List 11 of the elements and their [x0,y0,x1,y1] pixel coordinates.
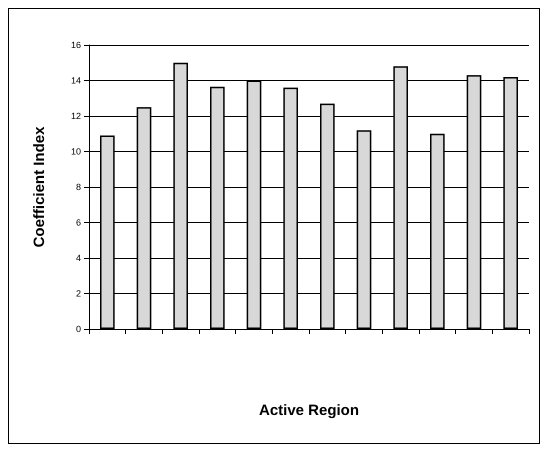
y-tick-label: 12 [70,111,81,121]
y-tick-label: 10 [70,146,81,156]
x-axis-title: Active Region [258,402,360,419]
y-tick-label: 6 [76,218,81,228]
y-tick-label: 8 [76,182,81,192]
y-tick-label: 14 [70,76,81,86]
y-tick-label: 0 [76,324,81,334]
y-tick-label: 16 [70,40,81,50]
y-axis-title: Coefficient Index [31,126,48,248]
y-tick-label: 2 [76,288,81,298]
y-tick-label: 4 [76,253,81,263]
